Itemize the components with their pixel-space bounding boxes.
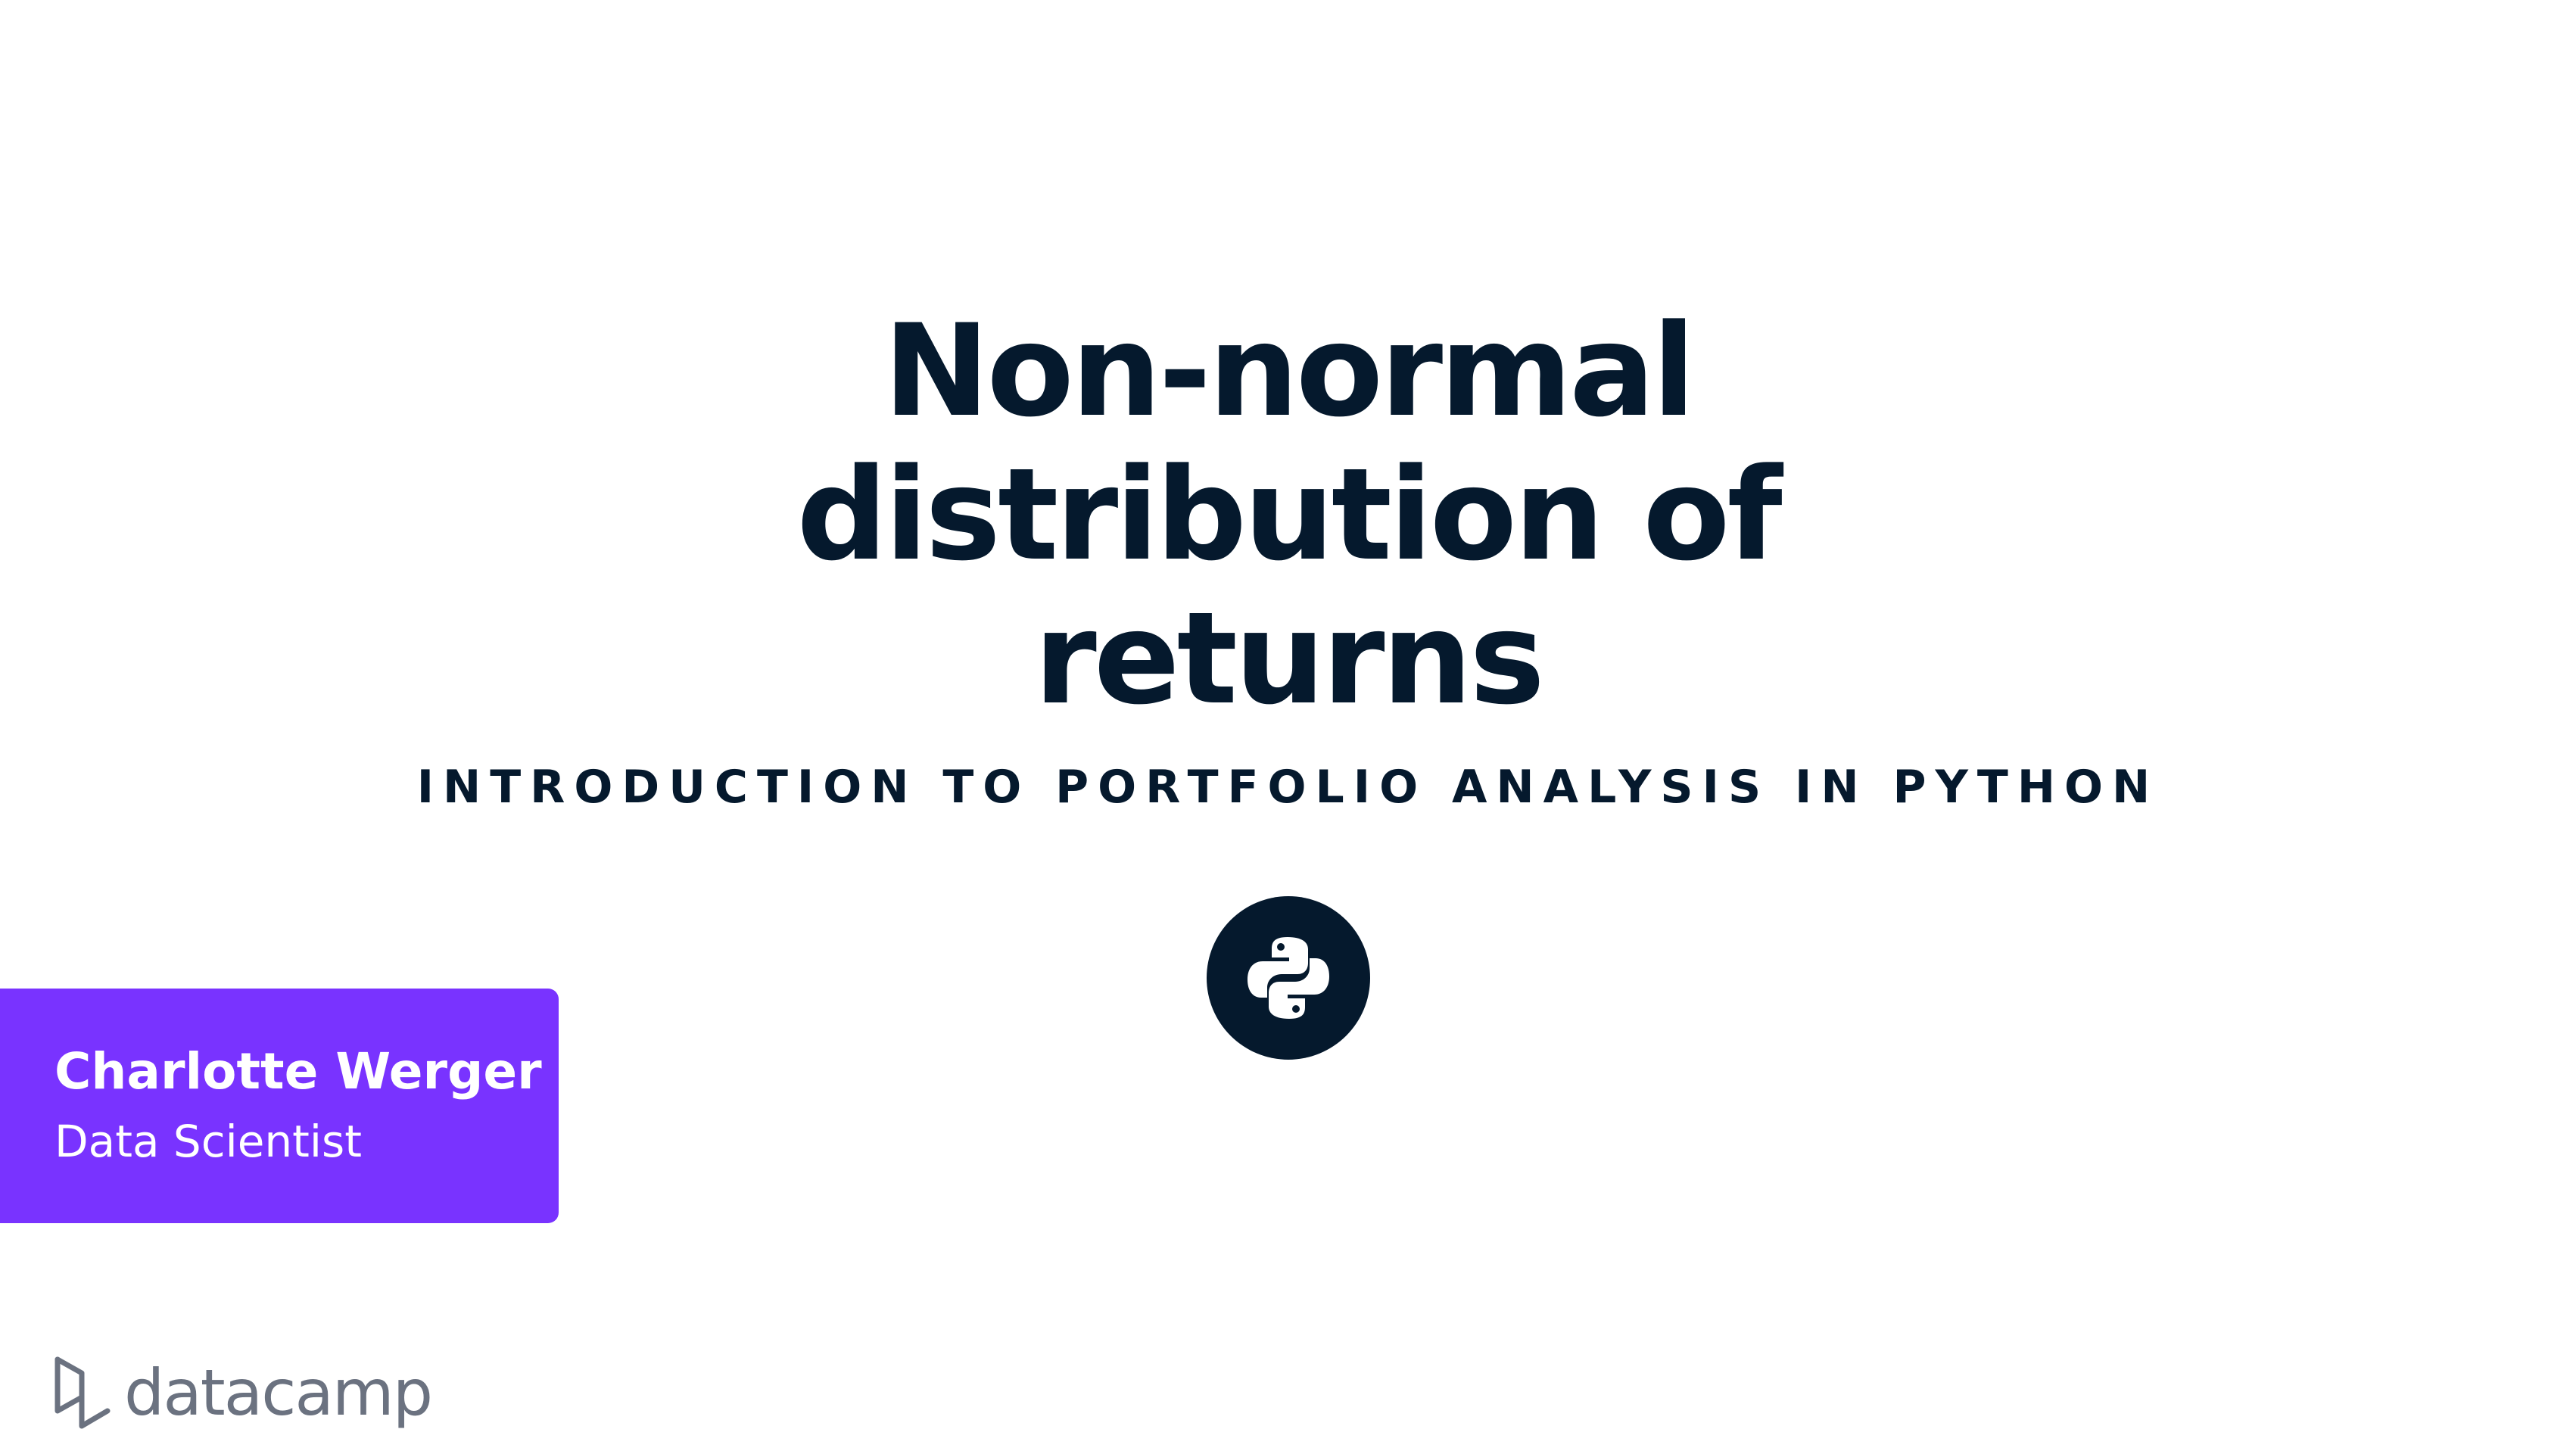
datacamp-logo-icon [55,1356,111,1429]
slide-title-line: Non-normal [883,297,1696,445]
author-role: Data Scientist [55,1116,362,1167]
datacamp-wordmark: datacamp [124,1356,433,1430]
datacamp-brand: datacamp [53,1355,433,1431]
author-name: Charlotte Werger [55,1042,542,1101]
course-title: INTRODUCTION TO PORTFOLIO ANALYSIS IN PY… [416,761,2160,814]
author-card: Charlotte Werger Data Scientist [0,989,559,1223]
slide-title: Non-normal distribution of returns [0,299,2576,730]
slide-title-line: distribution of [796,441,1782,589]
python-icon [1248,937,1329,1019]
slide-title-line: returns [1033,584,1545,733]
python-badge [1207,896,1370,1060]
